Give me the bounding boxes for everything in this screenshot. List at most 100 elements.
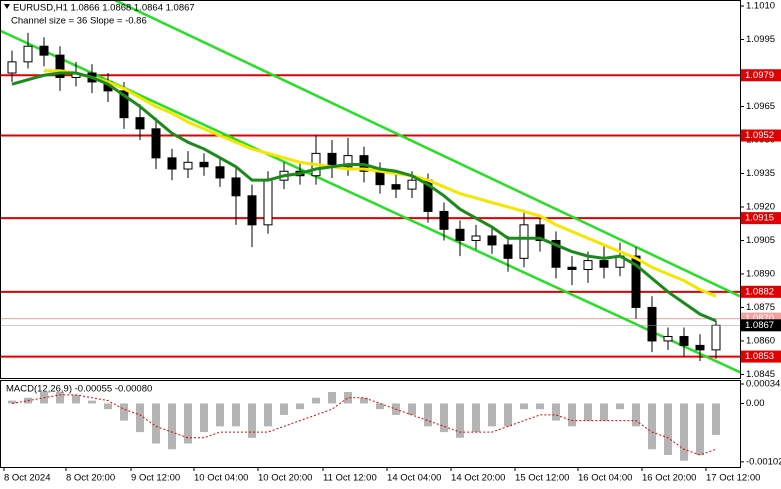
macd-bar bbox=[184, 403, 192, 444]
candle-body bbox=[327, 152, 337, 168]
candle-body bbox=[183, 161, 193, 170]
menu-icon bbox=[4, 4, 10, 9]
level-label: 1.0979 bbox=[745, 70, 774, 81]
macd-bar bbox=[568, 403, 576, 427]
macd-bar bbox=[264, 403, 272, 427]
macd-bar bbox=[664, 403, 672, 455]
y-tick-label: 1.0875 bbox=[746, 302, 775, 313]
x-tick-label: 10 Oct 04:00 bbox=[194, 473, 248, 484]
macd-bar bbox=[280, 403, 288, 415]
macd-y-tick-label: -0.00102 bbox=[746, 456, 781, 467]
level-tag bbox=[741, 212, 781, 225]
y-tick-label: 1.1010 bbox=[746, 1, 775, 12]
macd-bar bbox=[232, 403, 240, 427]
macd-bar bbox=[328, 392, 336, 404]
x-tick-label: 11 Oct 12:00 bbox=[323, 473, 377, 484]
macd-bar bbox=[472, 403, 480, 433]
macd-bar bbox=[696, 403, 704, 455]
macd-bar bbox=[88, 400, 96, 404]
level-tag bbox=[741, 350, 781, 363]
price-panel bbox=[0, 0, 740, 374]
candle-body bbox=[375, 170, 385, 186]
candle-body bbox=[119, 90, 129, 119]
candle-body bbox=[519, 224, 529, 259]
candle-body bbox=[487, 235, 497, 246]
x-tick-label: 10 Oct 20:00 bbox=[258, 473, 312, 484]
candle-body bbox=[551, 239, 561, 268]
macd-bar bbox=[56, 392, 64, 404]
candle-body bbox=[471, 235, 481, 241]
y-tick-label: 1.0995 bbox=[746, 34, 775, 45]
x-tick-label: 17 Oct 12:00 bbox=[706, 473, 760, 484]
macd-bar bbox=[584, 403, 592, 421]
x-tick-label: 15 Oct 12:00 bbox=[515, 473, 569, 484]
y-tick-label: 1.0845 bbox=[746, 369, 775, 380]
candle-body bbox=[663, 335, 673, 342]
candle-body bbox=[599, 260, 609, 268]
candle-body bbox=[647, 306, 657, 342]
macd-panel bbox=[8, 392, 720, 461]
x-tick-label: 8 Oct 20:00 bbox=[66, 473, 115, 484]
candle-body bbox=[151, 128, 161, 159]
macd-bar bbox=[72, 394, 80, 404]
candle-body bbox=[215, 166, 225, 179]
candle-body bbox=[199, 161, 209, 168]
macd-bar bbox=[8, 400, 16, 404]
level-label: 1.0915 bbox=[745, 213, 774, 224]
x-tick-label: 9 Oct 12:00 bbox=[131, 473, 180, 484]
macd-bar bbox=[136, 403, 144, 433]
candle-body bbox=[695, 344, 705, 351]
candle-body bbox=[535, 224, 545, 241]
macd-signal bbox=[11, 394, 717, 456]
macd-bar bbox=[152, 403, 160, 444]
candle-body bbox=[679, 335, 689, 346]
last-price-label: 1.0867 bbox=[745, 320, 774, 331]
y-tick-label: 1.0905 bbox=[746, 235, 775, 246]
candle-body bbox=[7, 61, 17, 74]
level-label: 1.0952 bbox=[745, 130, 774, 141]
macd-bar bbox=[424, 403, 432, 427]
bid-label: 1.0870 bbox=[745, 313, 774, 324]
level-tag bbox=[741, 69, 781, 82]
x-tick-label: 16 Oct 20:00 bbox=[642, 473, 696, 484]
candle-body bbox=[583, 260, 593, 270]
macd-bar bbox=[616, 403, 624, 410]
candle-body bbox=[39, 45, 49, 56]
macd-bar bbox=[504, 403, 512, 427]
macd-y-tick-label: 0.00 bbox=[746, 398, 765, 409]
y-tick-label: 1.0860 bbox=[746, 335, 775, 346]
channel-line bbox=[111, 0, 740, 298]
candle-body bbox=[263, 179, 273, 226]
candle-body bbox=[231, 177, 241, 197]
macd-bar bbox=[200, 403, 208, 433]
macd-label: MACD(12,26,9) -0.00055 -0.00080 bbox=[6, 384, 152, 395]
macd-bar bbox=[552, 403, 560, 421]
macd-bar bbox=[520, 403, 528, 410]
y-tick-label: 1.0890 bbox=[746, 268, 775, 279]
macd-bar bbox=[248, 403, 256, 438]
candle-body bbox=[247, 195, 257, 226]
macd-bar bbox=[632, 403, 640, 427]
candle-body bbox=[567, 266, 577, 270]
macd-bar bbox=[120, 403, 128, 421]
x-tick-label: 14 Oct 20:00 bbox=[451, 473, 505, 484]
axes: 1.10101.09951.09651.09501.09351.09201.09… bbox=[3, 1, 781, 484]
last-price-tag bbox=[741, 319, 781, 332]
macd-y-tick-label: 0.00034 bbox=[746, 379, 780, 390]
x-tick-label: 16 Oct 04:00 bbox=[578, 473, 632, 484]
candle-body bbox=[23, 45, 33, 63]
macd-bar bbox=[600, 403, 608, 421]
macd-bar bbox=[344, 392, 352, 404]
macd-bar bbox=[360, 397, 368, 404]
candle-body bbox=[711, 324, 721, 351]
candle-body bbox=[55, 54, 65, 78]
candle-body bbox=[631, 255, 641, 308]
macd-bar bbox=[680, 403, 688, 461]
candle-body bbox=[407, 179, 417, 190]
level-tag bbox=[741, 285, 781, 298]
macd-bar bbox=[296, 403, 304, 410]
moving-average bbox=[11, 71, 717, 323]
chart-title: EURUSD,H1 1.0866 1.0868 1.0864 1.0867 bbox=[13, 3, 195, 14]
y-tick-label: 1.0965 bbox=[746, 101, 775, 112]
macd-bar bbox=[712, 403, 720, 435]
